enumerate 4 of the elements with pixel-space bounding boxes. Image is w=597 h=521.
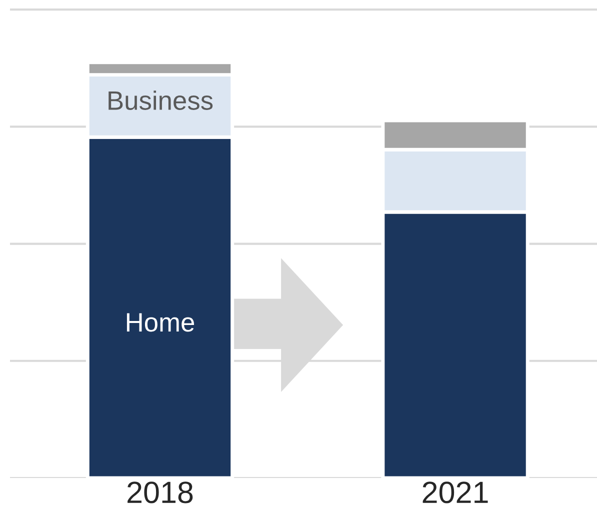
series-label: Home <box>126 313 194 332</box>
series-label: Business <box>108 90 213 110</box>
x-tick-label: 2018 <box>128 482 193 504</box>
x-tick-label: 2021 <box>422 482 488 504</box>
